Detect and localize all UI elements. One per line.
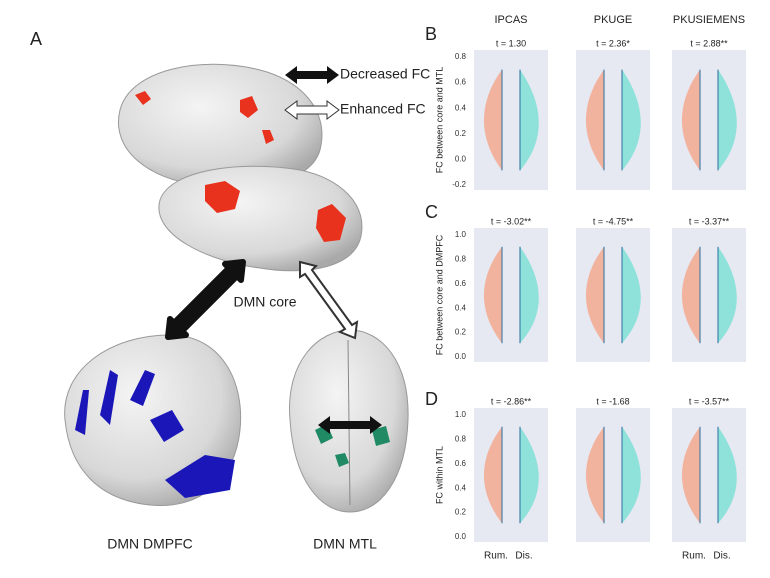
t-value: t = -4.75** bbox=[593, 216, 634, 226]
brain-core bbox=[118, 63, 363, 272]
y-axis-label: FC within MTL bbox=[434, 446, 444, 504]
t-value: t = 2.88** bbox=[690, 38, 728, 48]
column-label: PKUSIEMENS bbox=[673, 14, 745, 26]
violin-dis bbox=[520, 246, 539, 344]
t-value: t = -2.86** bbox=[491, 396, 532, 406]
y-tick-label: 0.6 bbox=[455, 279, 467, 288]
x-label: Dis. bbox=[713, 551, 730, 562]
violin-rum bbox=[483, 69, 502, 171]
panel-label: B bbox=[425, 24, 437, 44]
legend-arrow-decreased bbox=[285, 66, 339, 84]
violin-dis bbox=[622, 246, 641, 344]
column-label: PKUGE bbox=[594, 14, 633, 26]
legend-text: Decreased FC bbox=[340, 66, 430, 82]
y-tick-label: 0.6 bbox=[455, 78, 467, 87]
t-value: t = -3.02** bbox=[491, 216, 532, 226]
violin-rum bbox=[681, 426, 700, 524]
y-tick-label: 0.4 bbox=[455, 303, 467, 312]
violin-rum bbox=[681, 246, 700, 344]
violin-dis bbox=[718, 426, 737, 524]
violin-rum bbox=[585, 246, 604, 344]
violin-dis bbox=[622, 426, 641, 524]
panel-label: D bbox=[425, 389, 438, 409]
t-value: t = 1.30 bbox=[496, 38, 526, 48]
brain-dmpfc bbox=[64, 334, 242, 507]
region-label: DMN MTL bbox=[313, 536, 377, 552]
y-tick-label: 0.2 bbox=[455, 508, 467, 517]
region-label: DMN DMPFC bbox=[107, 536, 193, 552]
y-tick-label: 0.2 bbox=[455, 328, 467, 337]
y-tick-label: -0.2 bbox=[452, 180, 466, 189]
y-tick-label: 0.0 bbox=[455, 532, 467, 541]
region-label: DMN core bbox=[233, 294, 296, 310]
panel-label: A bbox=[30, 29, 42, 49]
legend-text: Enhanced FC bbox=[340, 101, 426, 117]
y-tick-label: 1.0 bbox=[455, 410, 467, 419]
arrow-core-mtl bbox=[299, 260, 359, 340]
violin-rum bbox=[681, 69, 700, 171]
x-label: Rum. bbox=[484, 551, 508, 562]
y-tick-label: 1.0 bbox=[455, 230, 467, 239]
y-axis-label: FC between core and MTL bbox=[434, 67, 444, 174]
y-tick-label: 0.0 bbox=[455, 352, 467, 361]
legend-arrow-enhanced bbox=[284, 100, 340, 120]
arrow-mtl bbox=[318, 416, 382, 434]
violin-rum bbox=[585, 69, 604, 171]
y-tick-label: 0.2 bbox=[455, 129, 467, 138]
violin-dis bbox=[520, 69, 539, 171]
panel-label: C bbox=[425, 202, 438, 222]
violin-dis bbox=[718, 246, 737, 344]
x-label: Rum. bbox=[682, 551, 706, 562]
violin-rum bbox=[585, 426, 604, 524]
violin-dis bbox=[718, 69, 737, 171]
t-value: t = -3.37** bbox=[689, 216, 730, 226]
y-tick-label: 0.6 bbox=[455, 459, 467, 468]
y-axis-label: FC between core and DMPFC bbox=[434, 234, 444, 355]
y-tick-label: 0.0 bbox=[455, 155, 467, 164]
y-tick-label: 0.4 bbox=[455, 103, 467, 112]
arrow-core-dmpfc bbox=[165, 259, 246, 340]
y-tick-label: 0.8 bbox=[455, 255, 467, 264]
t-value: t = -1.68 bbox=[596, 396, 629, 406]
t-value: t = 2.36* bbox=[596, 38, 630, 48]
violin-dis bbox=[622, 69, 641, 171]
y-tick-label: 0.8 bbox=[455, 435, 467, 444]
violin-rum bbox=[483, 246, 502, 344]
t-value: t = -3.57** bbox=[689, 396, 730, 406]
column-label: IPCAS bbox=[494, 14, 527, 26]
violin-rum bbox=[483, 426, 502, 524]
violin-dis bbox=[520, 426, 539, 524]
y-tick-label: 0.4 bbox=[455, 483, 467, 492]
y-tick-label: 0.8 bbox=[455, 52, 467, 61]
x-label: Dis. bbox=[515, 551, 532, 562]
